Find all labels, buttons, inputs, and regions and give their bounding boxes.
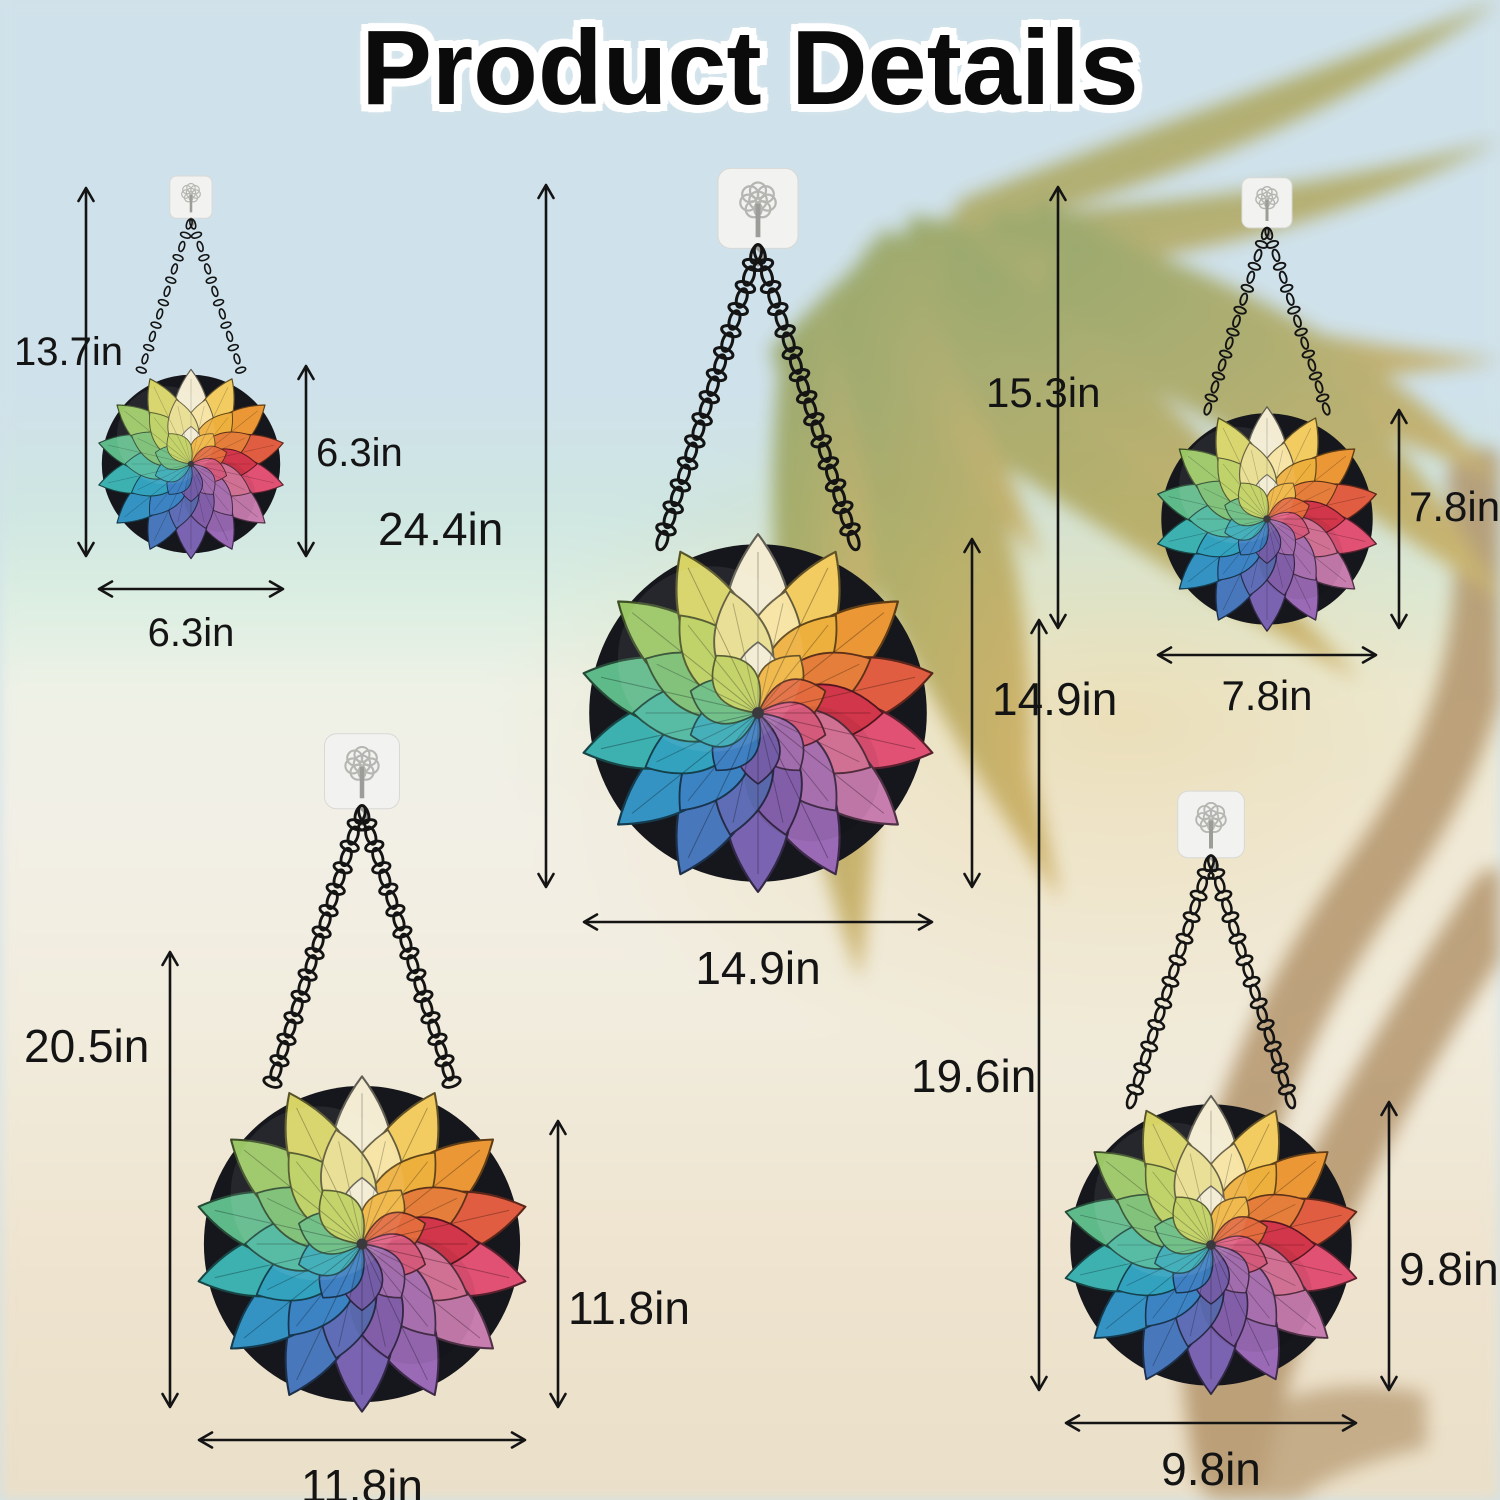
svg-text:9.8in: 9.8in	[1399, 1243, 1499, 1295]
svg-text:14.9in: 14.9in	[992, 673, 1117, 725]
svg-text:13.7in: 13.7in	[14, 330, 123, 374]
svg-text:24.4in: 24.4in	[378, 503, 503, 555]
svg-text:19.6in: 19.6in	[911, 1050, 1036, 1102]
svg-text:7.8in: 7.8in	[1409, 483, 1500, 530]
svg-text:9.8in: 9.8in	[1161, 1443, 1261, 1495]
svg-text:7.8in: 7.8in	[1221, 672, 1312, 719]
svg-text:11.8in: 11.8in	[301, 1460, 423, 1500]
svg-text:6.3in: 6.3in	[148, 611, 235, 655]
svg-text:14.9in: 14.9in	[695, 942, 820, 994]
svg-text:15.3in: 15.3in	[986, 369, 1100, 416]
svg-text:20.5in: 20.5in	[24, 1020, 149, 1072]
svg-text:6.3in: 6.3in	[316, 431, 403, 475]
svg-text:11.8in: 11.8in	[568, 1282, 690, 1334]
